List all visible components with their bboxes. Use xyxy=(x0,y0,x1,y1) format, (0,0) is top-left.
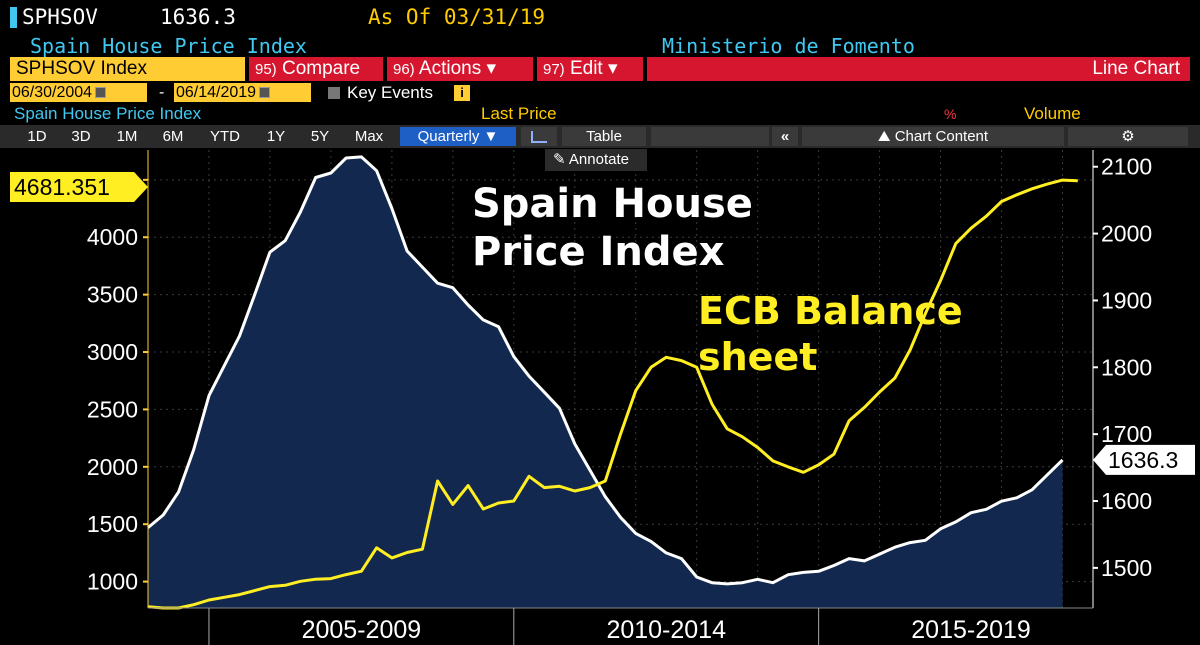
right-value-tag: 1636.3 xyxy=(1093,444,1195,475)
left-tick-label: 4500 xyxy=(87,167,138,193)
right-tick-label: 1800 xyxy=(1101,354,1152,380)
left-tag-shape xyxy=(10,172,148,202)
x-tick-label: 2015-2019 xyxy=(911,616,1031,644)
period-bar: 1D 3D 1M 6M YTD 1Y 5Y Max Quarterly ▼ Ta… xyxy=(0,125,1200,148)
calendar-icon[interactable] xyxy=(95,87,107,99)
as-of-date: As Of 03/31/19 xyxy=(368,5,546,29)
house-price-annotation: Spain House Price Index xyxy=(472,181,753,275)
line-chart-toggle[interactable] xyxy=(521,127,557,146)
edit-menu[interactable]: 97) Edit ▾ xyxy=(537,57,643,81)
legend-volume: Volume xyxy=(1024,104,1081,123)
left-tag-text: 4681.351 xyxy=(14,174,110,200)
compare-button[interactable]: 95) Compare xyxy=(249,57,383,81)
x-tick-label: 2005-2009 xyxy=(302,616,422,644)
annotate-button[interactable]: ✎ Annotate xyxy=(545,149,647,171)
right-tick-label: 2100 xyxy=(1101,154,1152,180)
ecb-annotation: ECB Balance sheet xyxy=(698,289,963,379)
toolbar: SPHSOV Index 95) Compare 96) Actions ▾ 9… xyxy=(0,57,1200,82)
left-tick-label: 4000 xyxy=(87,224,138,250)
end-date-field[interactable]: 06/14/2019 xyxy=(174,83,311,102)
tool-spacer xyxy=(651,127,769,146)
last-price: 1636.3 xyxy=(160,5,236,29)
right-tick-label: 1700 xyxy=(1101,421,1152,447)
left-tick-label: 1500 xyxy=(87,511,138,537)
info-icon[interactable]: i xyxy=(454,85,470,101)
legend-field: Last Price xyxy=(481,104,557,123)
legend-header: Spain House Price Index Last Price % Vol… xyxy=(0,104,1200,124)
key-events-checkbox[interactable] xyxy=(328,87,340,99)
security-name: Spain House Price Index xyxy=(30,34,307,58)
left-value-tag: 4681.351 xyxy=(10,172,148,202)
left-tick-label: 2000 xyxy=(87,454,138,480)
period-1d[interactable]: 1D xyxy=(27,128,47,145)
key-events-label: Key Events xyxy=(347,83,433,102)
right-tag-text: 1636.3 xyxy=(1108,447,1178,473)
period-1m[interactable]: 1M xyxy=(116,128,138,145)
table-button[interactable]: Table xyxy=(562,127,646,146)
right-tick-label: 1600 xyxy=(1101,488,1152,514)
chart-content-icon: ⛰ xyxy=(877,128,895,145)
chart-content-button[interactable]: ⛰ Chart Content xyxy=(802,127,1064,146)
date-range-bar: 06/30/2004 - 06/14/2019 Key Events i xyxy=(0,83,1200,103)
period-max[interactable]: Max xyxy=(354,128,384,145)
right-tag-shape xyxy=(1093,444,1195,475)
x-tick-label: 2010-2014 xyxy=(606,616,726,644)
title-bar: SPHSOV 1636.3 As Of 03/31/19 xyxy=(0,0,1200,34)
security-input[interactable]: SPHSOV Index xyxy=(10,57,245,81)
period-3d[interactable]: 3D xyxy=(71,128,91,145)
left-tick-label: 1000 xyxy=(87,569,138,595)
chart-type-label: Line Chart xyxy=(647,57,1190,81)
period-5y[interactable]: 5Y xyxy=(310,128,330,145)
left-tick-label: 3000 xyxy=(87,339,138,365)
data-source: Ministerio de Fomento xyxy=(662,34,915,58)
pencil-icon: ✎ xyxy=(553,151,569,168)
collapse-button[interactable]: « xyxy=(772,127,798,146)
description-bar: Spain House Price Index Ministerio de Fo… xyxy=(0,33,1200,58)
period-ytd[interactable]: YTD xyxy=(210,128,240,145)
left-tick-label: 2500 xyxy=(87,396,138,422)
legend-percent: % xyxy=(944,106,957,122)
right-tick-label: 2000 xyxy=(1101,221,1152,247)
settings-button[interactable]: ⚙ xyxy=(1068,127,1188,146)
title-marker xyxy=(10,7,17,28)
date-separator: - xyxy=(159,84,165,101)
period-1y[interactable]: 1Y xyxy=(266,128,286,145)
ticker: SPHSOV xyxy=(22,5,98,29)
period-6m[interactable]: 6M xyxy=(162,128,184,145)
actions-menu[interactable]: 96) Actions ▾ xyxy=(387,57,533,81)
right-tick-label: 1900 xyxy=(1101,287,1152,313)
left-tick-label: 3500 xyxy=(87,282,138,308)
right-tick-label: 1500 xyxy=(1101,555,1152,581)
legend-series-name: Spain House Price Index xyxy=(14,104,202,123)
calendar-icon[interactable] xyxy=(259,87,271,99)
start-date-field[interactable]: 06/30/2004 xyxy=(10,83,147,102)
frequency-dropdown[interactable]: Quarterly ▼ xyxy=(400,127,516,146)
line-chart-icon xyxy=(531,131,547,144)
